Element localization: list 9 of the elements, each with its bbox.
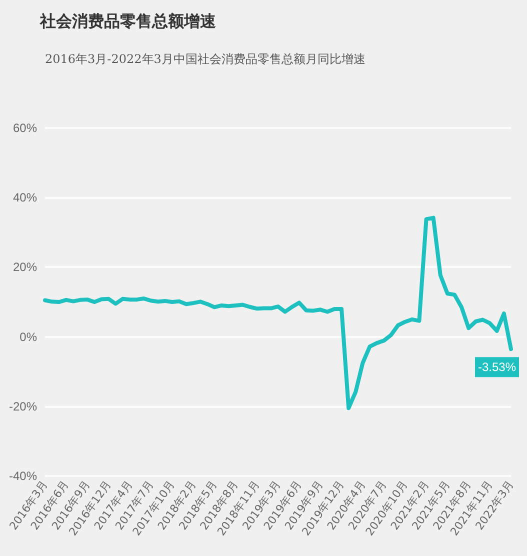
- chart-subtitle: 2016年3月-2022年3月中国社会消费品零售总额月同比增速: [45, 52, 366, 66]
- y-tick-label: 40%: [12, 190, 38, 205]
- y-tick-label: 20%: [12, 260, 38, 274]
- chart-title: 社会消费品零售总额增速: [39, 12, 217, 30]
- y-tick-label: 60%: [12, 121, 38, 135]
- y-tick-label: -40%: [8, 469, 38, 483]
- y-tick-label: 0%: [20, 330, 38, 344]
- data-label: -3.53%: [478, 360, 516, 374]
- y-tick-label: -20%: [8, 399, 38, 414]
